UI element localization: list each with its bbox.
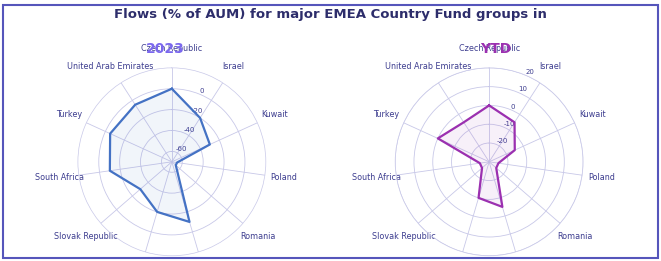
Text: YTD: YTD <box>480 42 512 56</box>
Polygon shape <box>110 89 210 222</box>
Text: Flows (% of AUM) for major EMEA Country Fund groups in: Flows (% of AUM) for major EMEA Country … <box>114 8 547 21</box>
Polygon shape <box>438 105 515 207</box>
Text: 2023: 2023 <box>146 42 184 56</box>
